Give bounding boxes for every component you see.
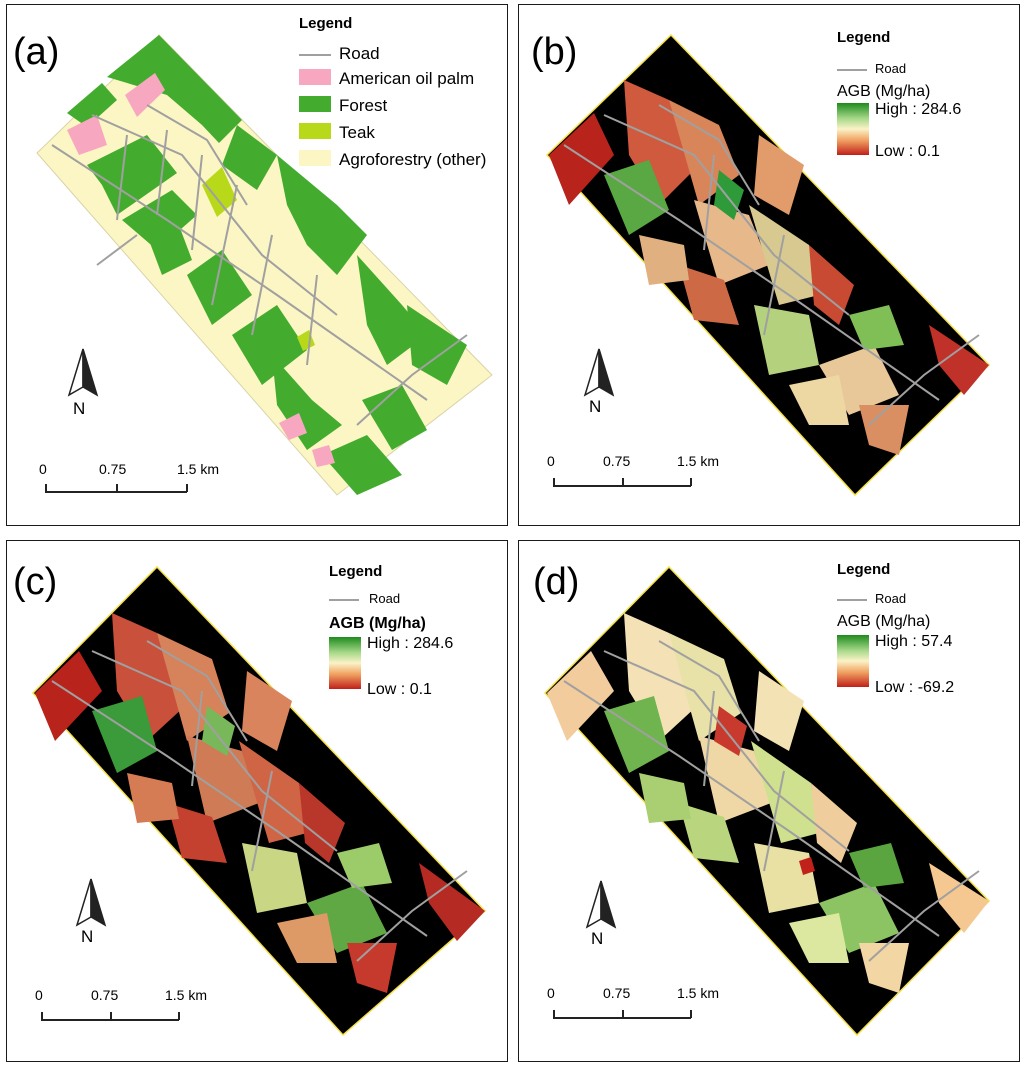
legend-title: Legend xyxy=(837,561,891,578)
north-arrow-icon xyxy=(67,348,99,397)
north-arrow-icon xyxy=(583,348,615,397)
ramp-low-label: Low : 0.1 xyxy=(367,681,432,698)
ramp-high-label: High : 284.6 xyxy=(367,635,454,652)
legend-forest-label: Forest xyxy=(339,96,388,115)
forest-swatch xyxy=(299,96,331,112)
scale-bar-tick xyxy=(553,1010,555,1018)
scale-bar-tick xyxy=(553,478,555,486)
scale-bar-tick xyxy=(110,1012,112,1020)
ramp-high-label: High : 57.4 xyxy=(875,633,953,650)
north-label: N xyxy=(591,929,604,948)
panel-label: (c) xyxy=(13,561,58,603)
scale-tick-mid: 0.75 xyxy=(603,985,631,1001)
scale-tick-end: 1.5 km xyxy=(677,453,720,469)
scale-bar-tick xyxy=(178,1012,180,1020)
legend-teak-label: Teak xyxy=(339,123,375,142)
scale-bar-tick xyxy=(622,1010,624,1018)
scale-tick-end: 1.5 km xyxy=(165,987,208,1003)
legend-road-label: Road xyxy=(369,591,401,606)
panel-label: (a) xyxy=(13,31,60,73)
scale-bar-tick xyxy=(690,478,692,486)
scale-bar-tick xyxy=(186,484,188,492)
north-label: N xyxy=(73,399,86,418)
road-swatch xyxy=(837,599,867,601)
north-label: N xyxy=(81,927,94,946)
scale-bar-tick xyxy=(116,484,118,492)
north-arrow-icon xyxy=(75,878,107,927)
map-panel-b: (b) Legend Road AGB (Mg/ha) High : 284.6… xyxy=(518,4,1020,526)
scale-tick-end: 1.5 km xyxy=(677,985,720,1001)
scale-tick-mid: 0.75 xyxy=(603,453,631,469)
legend-oil-palm-label: American oil palm xyxy=(339,69,475,88)
map-panel-a: (a) Legend Road American oil palm Forest… xyxy=(6,4,508,526)
map-panel-c: (c) Legend Road AGB (Mg/ha) High : 284.6… xyxy=(6,540,508,1062)
scale-tick-0: 0 xyxy=(35,987,43,1003)
road-swatch xyxy=(837,69,867,71)
ramp-title: AGB (Mg/ha) xyxy=(837,613,931,630)
scale-bar-tick xyxy=(41,1012,43,1020)
teak-swatch xyxy=(299,123,331,139)
scale-tick-0: 0 xyxy=(39,461,47,477)
scale-tick-end: 1.5 km xyxy=(177,461,220,477)
north-label: N xyxy=(589,397,602,416)
map-panel-d: (d) Legend Road AGB (Mg/ha) High : 57.4 … xyxy=(518,540,1020,1062)
scale-tick-0: 0 xyxy=(547,985,555,1001)
agb-map xyxy=(545,33,991,497)
agb-difference-map xyxy=(543,565,991,1037)
ramp-title: AGB (Mg/ha) xyxy=(329,615,426,632)
legend-agroforestry-label: Agroforestry (other) xyxy=(339,150,487,169)
panel-label: (b) xyxy=(531,31,578,73)
scale-bar-tick xyxy=(690,1010,692,1018)
color-ramp xyxy=(329,637,361,689)
legend-title: Legend xyxy=(329,563,383,580)
legend-road-label: Road xyxy=(875,591,907,606)
ramp-low-label: Low : 0.1 xyxy=(875,143,940,160)
scale-bar-tick xyxy=(622,478,624,486)
land-use-map xyxy=(36,34,493,496)
legend-road-label: Road xyxy=(875,61,907,76)
legend-road-label: Road xyxy=(339,44,380,63)
scale-tick-0: 0 xyxy=(547,453,555,469)
scale-tick-mid: 0.75 xyxy=(91,987,119,1003)
legend-title: Legend xyxy=(837,29,891,46)
color-ramp xyxy=(837,635,869,687)
ramp-high-label: High : 284.6 xyxy=(875,101,962,118)
legend-title: Legend xyxy=(299,15,353,32)
agroforestry-swatch xyxy=(299,150,331,166)
scale-bar-tick xyxy=(45,484,47,492)
road-swatch xyxy=(299,54,331,56)
ramp-low-label: Low : -69.2 xyxy=(875,679,955,696)
north-arrow-icon xyxy=(585,880,617,929)
ramp-title: AGB (Mg/ha) xyxy=(837,83,931,100)
panel-label: (d) xyxy=(533,561,580,603)
color-ramp xyxy=(837,103,869,155)
scale-tick-mid: 0.75 xyxy=(99,461,127,477)
agb-map xyxy=(31,565,487,1037)
oil-palm-swatch xyxy=(299,69,331,85)
road-swatch xyxy=(329,599,359,601)
